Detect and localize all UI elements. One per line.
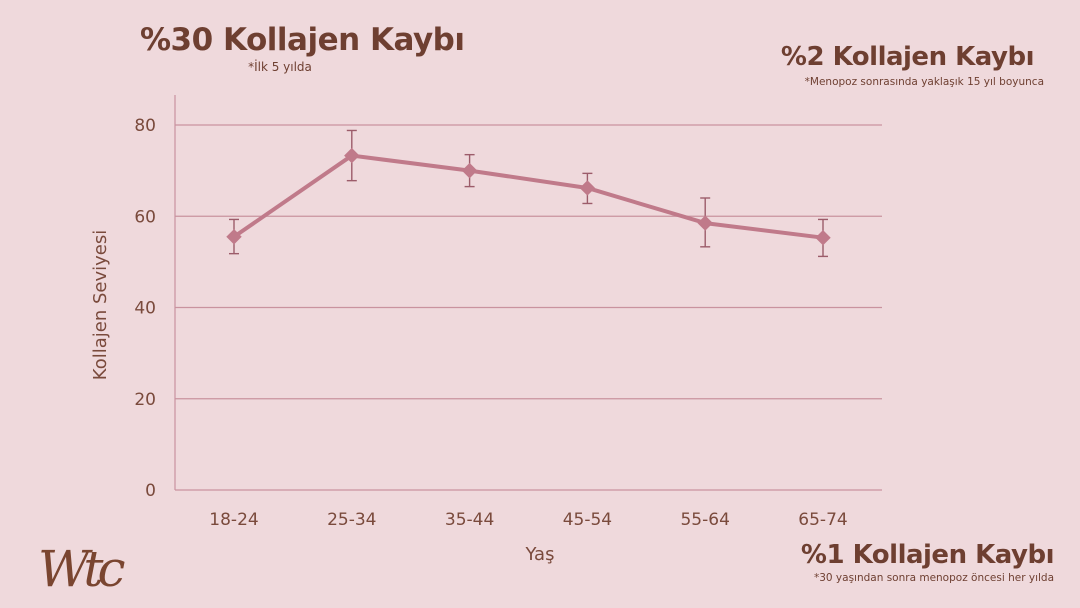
y-tick-label-60: 60 <box>134 207 156 227</box>
data-point-55-64 <box>697 215 713 231</box>
grid-lines <box>175 124 882 400</box>
data-point-18-24 <box>226 229 242 245</box>
x-tick-labels: 18-24 25-34 35-44 45-54 55-64 65-74 <box>209 510 847 530</box>
callout-bottom-right-title: %1 Kollajen Kaybı <box>800 540 1055 570</box>
callout-top-right: %2 Kollajen Kaybı *Menopoz sonrasında ya… <box>744 42 1044 88</box>
series-line <box>232 153 825 240</box>
callout-top-right-title: %2 Kollajen Kaybı <box>780 42 1035 72</box>
x-tick-label-25-34: 25-34 <box>327 510 376 530</box>
x-tick-label-55-64: 55-64 <box>680 510 729 530</box>
y-tick-label-0: 0 <box>145 481 156 501</box>
callout-top-right-note: *Menopoz sonrasında yaklaşık 15 yıl boyu… <box>804 76 1044 88</box>
data-point-25-34 <box>344 147 360 164</box>
x-tick-label-35-44: 35-44 <box>445 510 494 530</box>
y-tick-label-20: 20 <box>134 390 156 410</box>
x-axis-label: Yaş <box>525 544 555 565</box>
axes <box>174 95 882 491</box>
callout-top-left-note: *İlk 5 yılda <box>248 60 312 74</box>
data-point-65-74 <box>815 229 831 246</box>
x-tick-label-18-24: 18-24 <box>209 510 258 530</box>
callout-top-left-title: %30 Kollajen Kaybı <box>140 22 465 58</box>
y-tick-labels: 0 20 40 60 80 <box>134 116 156 501</box>
data-point-45-54 <box>579 180 596 196</box>
y-axis-label: Kollajen Seviyesi <box>90 230 111 380</box>
callout-bottom-right-note: *30 yaşından sonra menopoz öncesi her yı… <box>813 572 1054 584</box>
x-tick-label-65-74: 65-74 <box>798 510 847 530</box>
data-point-35-44 <box>461 162 478 179</box>
callout-top-left: %30 Kollajen Kaybı *İlk 5 yılda <box>140 22 465 74</box>
logo-text: Wtc <box>38 540 125 596</box>
callout-bottom-right: %1 Kollajen Kaybı *30 yaşından sonra men… <box>754 540 1055 584</box>
y-tick-label-80: 80 <box>134 116 156 136</box>
x-tick-label-45-54: 45-54 <box>563 510 612 530</box>
y-tick-label-40: 40 <box>134 299 156 319</box>
series-collagen <box>226 129 831 258</box>
wtc-logo: Wtc <box>38 540 131 596</box>
